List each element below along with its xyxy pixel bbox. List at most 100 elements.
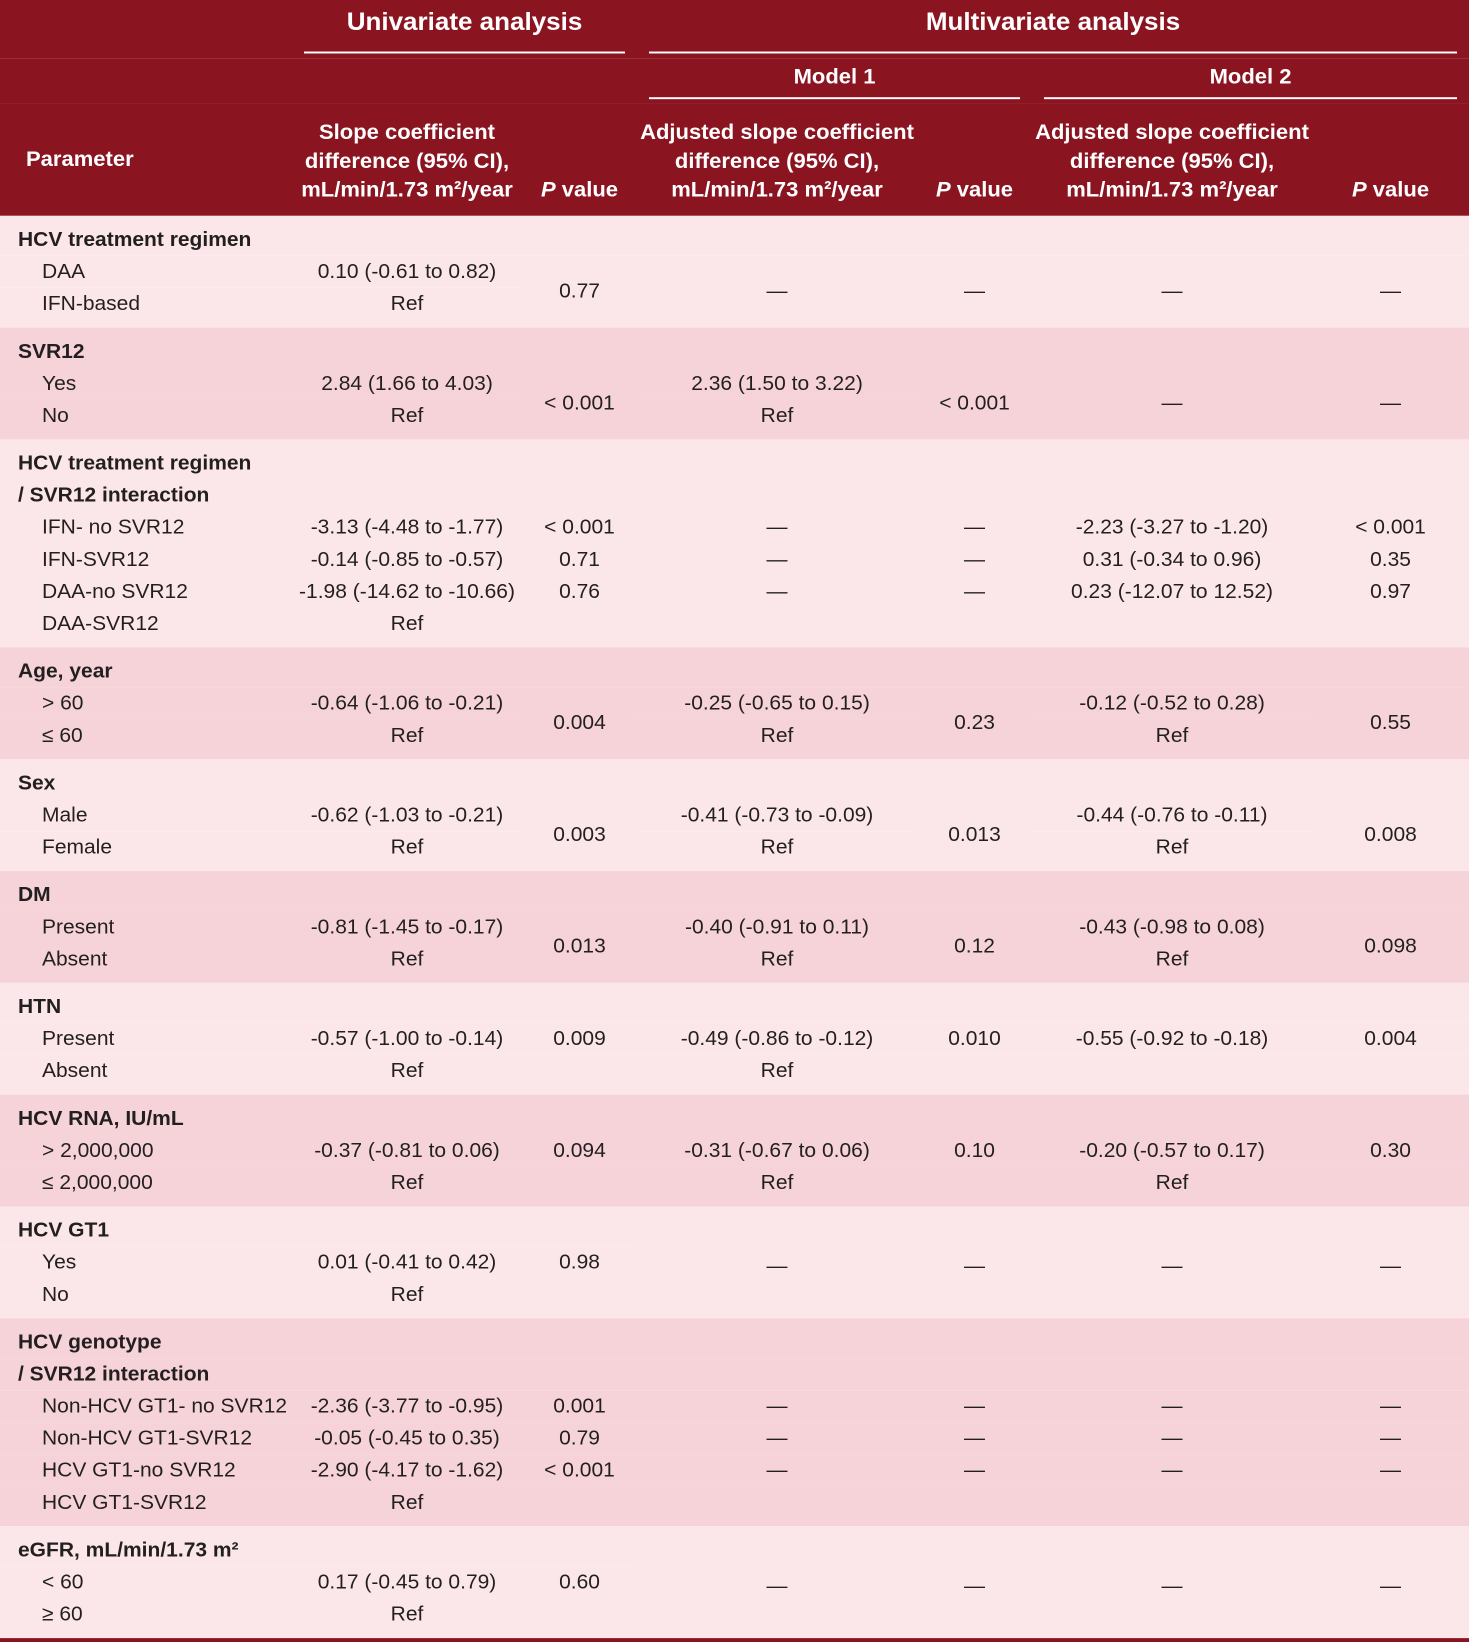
cell-uni: Ref bbox=[390, 1283, 424, 1306]
cell-blank bbox=[917, 1318, 1032, 1358]
cell-m2p: 0.55 bbox=[1370, 712, 1411, 735]
cell-blank bbox=[917, 1598, 1032, 1638]
cell-up: 0.009 bbox=[553, 1027, 606, 1050]
cell-blank bbox=[1312, 328, 1469, 368]
cell-m2p: — bbox=[1380, 1394, 1402, 1418]
cell-m2p: 0.35 bbox=[1370, 548, 1411, 571]
cell-uni: -3.13 (-4.48 to -1.77) bbox=[310, 516, 504, 539]
row-label: < 60 bbox=[42, 1570, 84, 1594]
cell-m1: -0.49 (-0.86 to -0.12) bbox=[680, 1027, 874, 1050]
row-label: Female bbox=[42, 835, 113, 859]
group-title: HCV GT1 bbox=[18, 1219, 110, 1242]
cell-up: < 0.001 bbox=[544, 392, 615, 415]
cell-m2p: — bbox=[1380, 280, 1402, 303]
cell-blank bbox=[292, 759, 522, 799]
cell-blank bbox=[1032, 1095, 1312, 1135]
cell-m1: 2.36 (1.50 to 3.22) bbox=[691, 372, 863, 395]
row-label: > 2,000,000 bbox=[42, 1139, 154, 1162]
cell-m2: -0.20 (-0.57 to 0.17) bbox=[1079, 1139, 1265, 1162]
cell-m2p: — bbox=[1380, 1254, 1402, 1278]
row-label: Absent bbox=[42, 1059, 108, 1082]
cell-uni: -0.81 (-1.45 to -0.17) bbox=[310, 915, 504, 939]
cell-m2p: 0.004 bbox=[1364, 1027, 1417, 1050]
cell-m1: Ref bbox=[760, 404, 794, 427]
cell-blank bbox=[522, 1318, 637, 1358]
group-title-row: SVR12 bbox=[0, 327, 1469, 368]
cell-uni: Ref bbox=[390, 1491, 424, 1514]
group-title: Age, year bbox=[18, 660, 113, 683]
cell-m2: Ref bbox=[1155, 835, 1189, 859]
parameter-header: Parameter bbox=[26, 146, 134, 172]
table-row: Non-HCV GT1-SVR12 -0.05 (-0.45 to 0.35) 0.… bbox=[0, 1422, 1469, 1455]
cell-uni: -0.37 (-0.81 to 0.06) bbox=[314, 1139, 500, 1162]
cell-blank bbox=[637, 439, 917, 479]
cell-m1: -0.40 (-0.91 to 0.11) bbox=[684, 915, 870, 939]
cell-m1: — bbox=[766, 516, 788, 539]
cell-up: 0.79 bbox=[559, 1427, 600, 1450]
cell-blank bbox=[917, 647, 1032, 687]
row-label: DAA-no SVR12 bbox=[42, 580, 188, 603]
cell-m1: — bbox=[766, 1427, 788, 1450]
cell-uni: Ref bbox=[390, 947, 424, 971]
cell-blank bbox=[292, 1526, 522, 1566]
group-title-row: HCV genotype bbox=[0, 1318, 1469, 1359]
cell-uni: Ref bbox=[390, 1059, 424, 1082]
group-title-row: Sex bbox=[0, 759, 1469, 800]
cell-up: 0.094 bbox=[553, 1139, 606, 1162]
cell-blank bbox=[917, 759, 1032, 799]
cell-blank bbox=[1032, 759, 1312, 799]
cell-blank bbox=[637, 1095, 917, 1135]
cell-blank bbox=[1032, 479, 1312, 511]
cell-m2p bbox=[1312, 1486, 1469, 1526]
cell-m1: Ref bbox=[760, 1059, 794, 1082]
group-title-row: HCV treatment regimen bbox=[0, 439, 1469, 480]
cell-blank bbox=[1032, 439, 1312, 479]
cell-blank bbox=[522, 983, 637, 1023]
cell-m1p: 0.010 bbox=[948, 1027, 1001, 1050]
cell-m2p: 0.098 bbox=[1364, 935, 1417, 958]
table-row: Yes 2.84 (1.66 to 4.03) < 0.001 2.36 (1.50 … bbox=[0, 367, 1469, 415]
table-row: ≤ 2,000,000 Ref Ref Ref bbox=[0, 1166, 1469, 1207]
cell-m2 bbox=[1032, 1486, 1312, 1526]
table-row: HCV GT1-SVR12 Ref bbox=[0, 1486, 1469, 1527]
cell-m1p: — bbox=[964, 1459, 986, 1482]
model1-header: Model 1 bbox=[637, 58, 1032, 103]
cell-uni: -0.57 (-1.00 to -0.14) bbox=[310, 1027, 504, 1050]
group-title: SVR12 bbox=[18, 340, 85, 363]
cell-up bbox=[522, 608, 637, 648]
cell-up: 0.77 bbox=[559, 280, 600, 303]
cell-uni: -0.14 (-0.85 to -0.57) bbox=[310, 548, 504, 571]
row-label: Yes bbox=[42, 372, 77, 395]
cell-m2: Ref bbox=[1155, 1171, 1189, 1194]
cell-uni: Ref bbox=[390, 835, 424, 859]
group-title-row: eGFR, mL/min/1.73 m² — — — — bbox=[0, 1526, 1469, 1597]
cell-uni: Ref bbox=[390, 1171, 424, 1194]
cell-m1: Ref bbox=[760, 835, 794, 859]
table-row: DAA 0.10 (-0.61 to 0.82) 0.77 — — — — bbox=[0, 255, 1469, 303]
header-blank bbox=[292, 58, 637, 103]
cell-m2: -0.44 (-0.76 to -0.11) bbox=[1076, 803, 1268, 827]
row-label: HCV GT1-SVR12 bbox=[42, 1491, 207, 1514]
cell-m2p bbox=[1312, 1167, 1469, 1207]
cell-m2 bbox=[1032, 1055, 1312, 1095]
cell-blank bbox=[522, 1095, 637, 1135]
row-label: No bbox=[42, 404, 69, 427]
cell-blank bbox=[1312, 647, 1469, 687]
cell-m1p: — bbox=[964, 516, 986, 539]
uni-coef-header: Slope coefficient difference (95% CI), m… bbox=[301, 119, 513, 202]
row-label: Male bbox=[42, 803, 88, 827]
cell-m1p bbox=[917, 1167, 1032, 1207]
multivariate-header: Multivariate analysis bbox=[637, 0, 1469, 58]
cell-m2: 0.23 (-12.07 to 12.52) bbox=[1071, 580, 1273, 603]
table-row: No Ref bbox=[0, 1278, 1469, 1319]
row-label: ≤ 60 bbox=[42, 724, 83, 747]
group-title-row: HCV GT1 — — — — bbox=[0, 1206, 1469, 1277]
cell-blank bbox=[1312, 1598, 1469, 1638]
cell-blank bbox=[522, 1526, 637, 1566]
group-title-row: Age, year bbox=[0, 647, 1469, 688]
cell-blank bbox=[1312, 1358, 1469, 1390]
cell-blank bbox=[1312, 759, 1469, 799]
cell-blank bbox=[292, 1318, 522, 1358]
cell-blank bbox=[292, 871, 522, 911]
cell-m2p: — bbox=[1380, 1427, 1402, 1450]
